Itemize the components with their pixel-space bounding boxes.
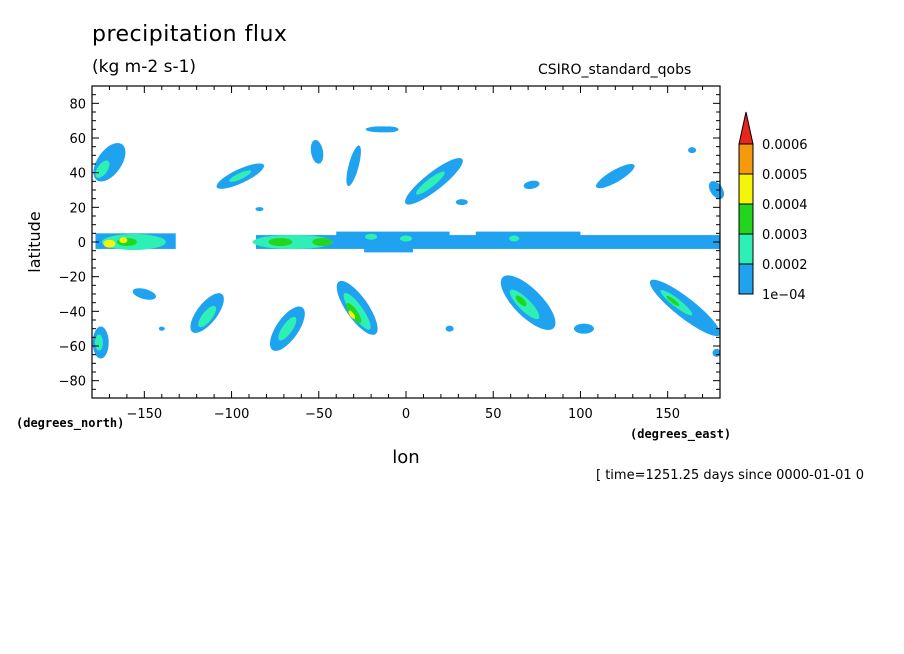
colorbar-label: 0.0005 <box>762 168 808 183</box>
contour-patch <box>198 305 217 328</box>
contour-patch <box>596 163 635 189</box>
contour-patch <box>255 207 264 212</box>
contour-patch <box>573 323 594 334</box>
contour-patch <box>364 247 413 253</box>
contour-patch <box>455 199 468 206</box>
colorbar-segment <box>738 233 754 265</box>
chart-units: (kg m-2 s-1) <box>92 57 197 77</box>
colorbar-segment <box>738 263 754 295</box>
colorbar-segment <box>738 203 754 235</box>
contour-patch <box>509 235 520 242</box>
dataset-label: CSIRO_standard_qobs <box>538 62 692 78</box>
y-tick-label: 40 <box>69 167 86 182</box>
contour-patch <box>132 288 156 300</box>
x-tick-label: 100 <box>568 407 593 422</box>
colorbar-label: 0.0003 <box>762 228 808 243</box>
x-tick-label: −100 <box>214 407 250 422</box>
y-tick-label: −20 <box>59 271 86 286</box>
contour-patch <box>95 160 110 178</box>
contour-patch <box>103 239 116 248</box>
contour-patch <box>346 145 361 187</box>
colorbar-label: 0.0002 <box>762 258 808 273</box>
colorbar-segment <box>738 143 754 175</box>
x-axis-label: lon <box>392 447 419 468</box>
contour-patch <box>416 171 445 195</box>
colorbar: 1e−04 0.0002 0.0003 0.0004 0.0005 0.0006 <box>738 111 808 303</box>
contour-patch <box>278 316 297 341</box>
contour-patch <box>348 310 356 320</box>
contour-patch <box>119 237 128 244</box>
contour-patch <box>158 326 165 331</box>
axis-tick-labels: −150 −100 −50 0 50 100 150 80 60 40 20 0 −20 −40 −60 −8… <box>59 97 681 422</box>
y-tick-label: −60 <box>59 340 86 355</box>
x-tick-label: 0 <box>402 407 410 422</box>
contour-patch <box>336 231 450 237</box>
y-tick-label: −80 <box>59 375 86 390</box>
contour-patch <box>310 140 324 164</box>
contour-patch <box>365 233 378 240</box>
x-tick-label: 50 <box>485 407 502 422</box>
contour-patch <box>93 142 126 182</box>
contour-patch <box>252 235 333 249</box>
colorbar-label: 1e−04 <box>762 288 806 303</box>
x-tick-label: −150 <box>126 407 162 422</box>
x-units-label: (degrees_east) <box>630 427 731 442</box>
contour-patch <box>688 147 697 154</box>
contour-patch <box>523 180 540 189</box>
contour-patch <box>229 170 252 182</box>
axis-ticks <box>91 85 721 399</box>
contour-patch <box>312 238 333 246</box>
colorbar-label: 0.0004 <box>762 198 808 213</box>
contour-patch <box>94 334 103 351</box>
y-units-label: (degrees_north) <box>16 416 124 431</box>
contour-patch <box>445 325 454 332</box>
x-tick-label: −50 <box>305 407 332 422</box>
contour-fill-group <box>92 126 725 359</box>
y-tick-label: 0 <box>78 236 86 251</box>
y-axis-label: latitude <box>25 211 44 272</box>
contour-patch <box>268 238 293 246</box>
y-tick-label: 80 <box>69 97 86 112</box>
contour-patch <box>515 295 527 307</box>
colorbar-overflow-triangle <box>738 111 754 145</box>
contour-patch <box>346 302 362 324</box>
colorbar-segment <box>738 173 754 205</box>
contour-patch <box>475 231 581 239</box>
y-tick-label: 60 <box>69 132 86 147</box>
y-tick-label: 20 <box>69 201 86 216</box>
chart-title: precipitation flux <box>92 22 288 47</box>
contour-patch <box>666 295 680 307</box>
contour-patch <box>378 126 399 133</box>
x-tick-label: 150 <box>655 407 680 422</box>
y-tick-label: −40 <box>59 305 86 320</box>
colorbar-label: 0.0006 <box>762 138 808 153</box>
contour-patch <box>712 348 721 357</box>
time-label: [ time=1251.25 days since 0000-01-01 0 <box>596 468 865 483</box>
contour-patch <box>400 235 412 242</box>
